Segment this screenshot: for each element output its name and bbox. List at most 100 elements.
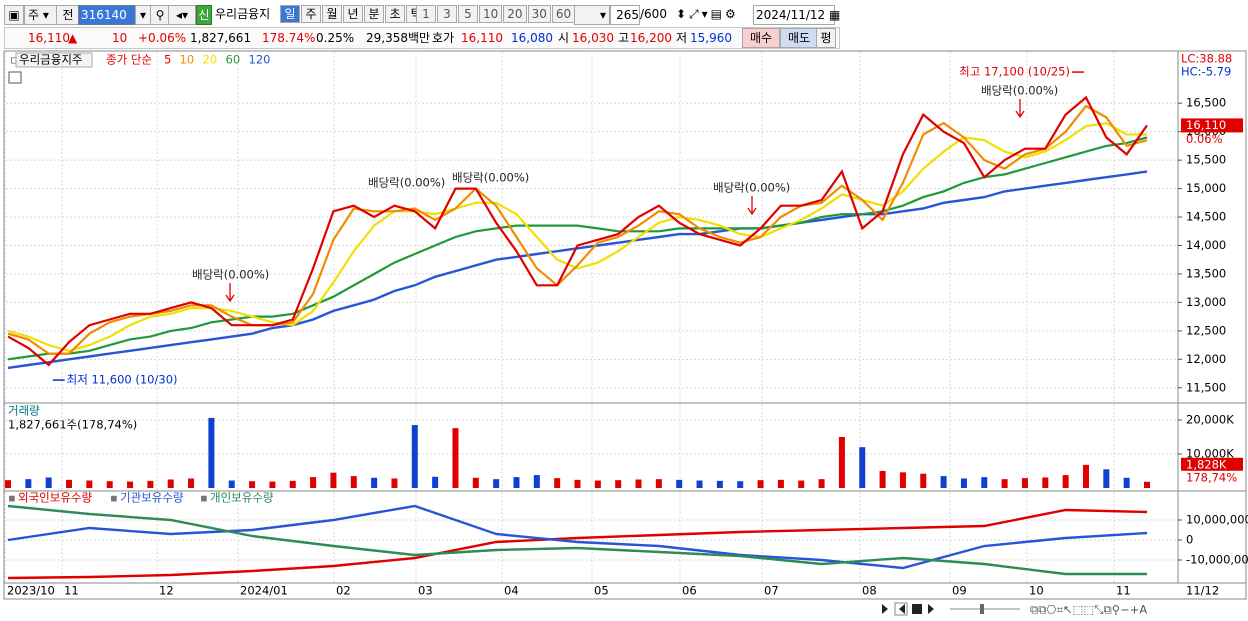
chart-title: 우리금융지주 [19, 53, 82, 67]
legend-entry: 10 [180, 53, 195, 67]
interval-button[interactable]: 5 [458, 5, 478, 23]
ma-label: 종가 단순 [106, 53, 152, 67]
volume-bar [960, 478, 967, 488]
date-input[interactable]: 2024/11/12 ▦ [753, 5, 840, 25]
lc-label: LC:38.88 [1181, 52, 1232, 66]
interval-button[interactable]: 30 [527, 5, 551, 23]
volume-bar [1021, 478, 1028, 488]
y-tick-label: 15,500 [1186, 153, 1226, 167]
interval-button[interactable]: 1 [416, 5, 436, 23]
period-buttons: 일주월년분초틱 [280, 5, 427, 23]
series-line [7, 504, 1148, 570]
market-select[interactable]: 주 ▾ [24, 5, 60, 25]
volume-bar [798, 480, 805, 488]
prev-button[interactable]: 전 [56, 5, 80, 25]
bid: 16,080 [511, 31, 553, 45]
period-button[interactable]: 년 [343, 5, 363, 23]
volume-bar [472, 477, 479, 488]
period-button[interactable]: 주 [301, 5, 321, 23]
interval-button[interactable]: 20 [503, 5, 527, 23]
volume-bar [594, 480, 601, 488]
legend-marker: ▫ [10, 53, 18, 67]
legend-entry: 외국인보유수량 [18, 491, 92, 505]
count-max: /600 [640, 7, 667, 21]
series-line [7, 136, 1148, 361]
series-line [7, 121, 1147, 352]
volume-bar [1123, 477, 1130, 488]
high: 16,200 [630, 31, 672, 45]
y-tick-label: 10,000K [1186, 446, 1234, 460]
volume-bar [25, 479, 32, 488]
volume-bar [574, 479, 581, 488]
sound-button[interactable]: ◂▾ [168, 5, 196, 25]
series-line [7, 504, 1147, 576]
interval-button[interactable]: 10 [479, 5, 503, 23]
search-button[interactable]: ⚲ [150, 5, 170, 25]
blank-dropdown[interactable]: ▾ [574, 5, 610, 25]
last-pct: 0.06% [1186, 132, 1223, 146]
y-tick-label: -10,000,000 [1186, 553, 1248, 567]
volume-bar [452, 428, 459, 488]
y-tick-label: 10,000,000 [1186, 513, 1248, 527]
volume-ratio: 178.74% [262, 31, 316, 45]
date-label: 08 [862, 584, 877, 598]
volume-bar [1062, 475, 1069, 488]
period-button[interactable]: 일 [280, 5, 300, 23]
volume-bar [859, 447, 866, 488]
title-box [15, 52, 93, 68]
bottom-toolbar[interactable]: ⧉⧉⎔⌗↖⬚⬚⤡⧉⚲−+A [882, 602, 1147, 617]
date-label: 04 [504, 584, 519, 598]
date-label: 2023/10 [7, 584, 55, 598]
legend-marker: ▪ [8, 491, 16, 505]
calc-icon[interactable] [8, 71, 22, 84]
count-input[interactable]: 265 [610, 5, 640, 25]
date-label: 03 [418, 584, 433, 598]
sell-button[interactable]: 매도 [780, 28, 818, 48]
y-tick-label: 12,500 [1186, 323, 1226, 337]
volume-bar [920, 473, 927, 488]
volume-bar [533, 475, 540, 488]
credit-badge: 신 [196, 5, 212, 25]
volume-bar [635, 479, 642, 488]
y-tick-label: 11,500 [1186, 380, 1226, 394]
volume-bar [696, 480, 703, 488]
legend-entry: 120 [249, 53, 271, 67]
volume-bar [818, 479, 825, 488]
volume-bar [655, 479, 662, 488]
date: 2024/11/12 [756, 8, 826, 22]
period-button[interactable]: 초 [385, 5, 405, 23]
last-price-box [1181, 118, 1243, 133]
interval-button[interactable]: 3 [437, 5, 457, 23]
volume-bar [676, 479, 683, 488]
volume-bar [879, 470, 886, 488]
volume-bar [188, 478, 195, 488]
menu-icon[interactable]: ▣ [4, 5, 24, 25]
last-price-label: 16,110 [1186, 118, 1226, 132]
legend-entry: 기관보유수량 [120, 491, 184, 505]
tool-icons[interactable]: ⬍⤢▾▤⚙ [676, 7, 739, 21]
date-label: 11 [1116, 584, 1131, 598]
volume-bar [1144, 481, 1150, 488]
svg-text:⧉⧉⎔⌗↖⬚⬚⤡⧉⚲−+A: ⧉⧉⎔⌗↖⬚⬚⤡⧉⚲−+A [1030, 603, 1147, 617]
volume-bar [513, 477, 520, 488]
volume-bar [86, 480, 93, 488]
code-dropdown[interactable]: ▾ [135, 5, 151, 25]
high-label: 고 [618, 31, 630, 45]
volume-bar [147, 480, 154, 488]
avg-button[interactable]: 평 [816, 28, 836, 48]
y-tick-label: 13,000 [1186, 295, 1226, 309]
buy-button[interactable]: 매수 [742, 28, 780, 48]
volume-bar [899, 472, 906, 488]
volume-bar [45, 477, 52, 488]
interval-buttons: 13510203060120 [416, 5, 608, 23]
last-volume-label: 1,828K [1186, 457, 1227, 471]
legend-entry: 20 [203, 53, 218, 67]
period-button[interactable]: 분 [364, 5, 384, 23]
volume-bar [5, 480, 11, 488]
code-input[interactable]: 316140 [78, 5, 138, 25]
period-button[interactable]: 월 [322, 5, 342, 23]
interval-button[interactable]: 60 [551, 5, 576, 23]
low-note: 최저 11,600 (10/30) [67, 373, 178, 387]
dividend-note: 배당락(0.00%) [368, 176, 445, 190]
volume-bar [106, 481, 113, 488]
